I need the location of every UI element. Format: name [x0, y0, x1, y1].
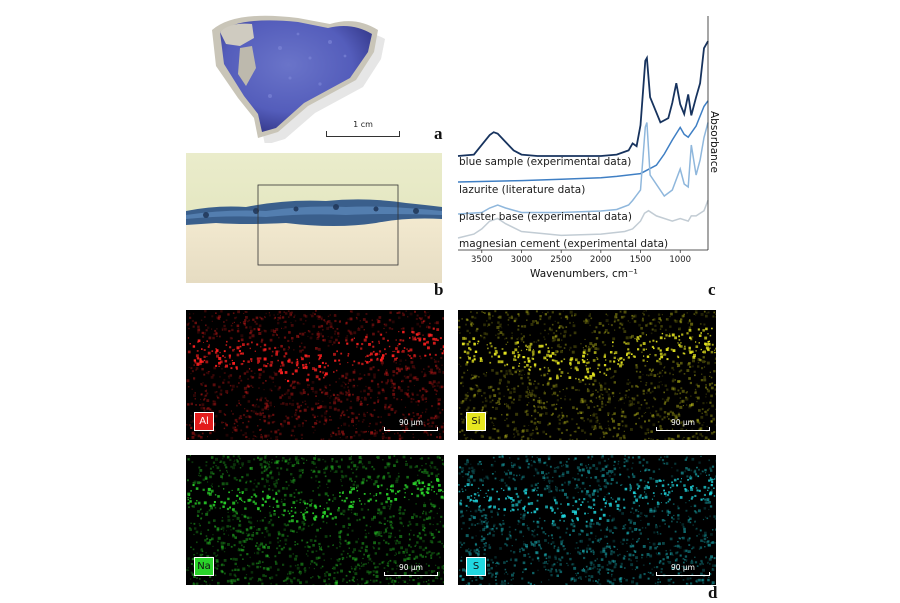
spectrum-label-blue-sample: blue sample (experimental data): [459, 156, 631, 168]
x-tick-label: 2000: [590, 255, 612, 265]
scale-label-s: 90 µm: [656, 563, 710, 572]
x-tick-label: 3000: [511, 255, 533, 265]
map-al: Al 90 µm: [186, 310, 444, 440]
scale-label-al: 90 µm: [384, 418, 438, 427]
panel-c-letter: c: [708, 280, 716, 300]
scale-bar-na: 90 µm: [384, 566, 438, 576]
spectrum-label-plaster-base: plaster base (experimental data): [459, 211, 632, 223]
x-axis-title: Wavenumbers, cm⁻¹: [530, 268, 638, 280]
spectrum-label-lazurite: lazurite (literature data): [459, 184, 585, 196]
scale-label-na: 90 µm: [384, 563, 438, 572]
scale-bar-si: 90 µm: [656, 421, 710, 431]
map-si: Si 90 µm: [458, 310, 716, 440]
x-tick-label: 3500: [471, 255, 493, 265]
y-axis-title: Absorbance: [708, 102, 720, 182]
panel-a: 1 cm: [180, 8, 450, 143]
spectrum-blue-sample: [458, 41, 708, 156]
panel-b: [186, 153, 442, 283]
spectrum-plaster-base: [458, 123, 708, 215]
map-s: S 90 µm: [458, 455, 716, 585]
element-badge-s: S: [466, 557, 486, 576]
panel-b-letter: b: [434, 280, 443, 300]
map-na: Na 90 µm: [186, 455, 444, 585]
x-tick-label: 1500: [630, 255, 652, 265]
x-tick-label: 2500: [550, 255, 572, 265]
cross-section-micrograph: [186, 153, 442, 283]
panel-a-letter: a: [434, 124, 443, 144]
scale-bar-a: 1 cm: [326, 127, 400, 137]
element-badge-al: Al: [194, 412, 214, 431]
scale-bar-al: 90 µm: [384, 421, 438, 431]
panel-c: 3500 3000 2500 2000 1500 1000 blue sample (ex…: [452, 6, 722, 298]
blue-fragment-photo: [180, 8, 450, 143]
element-badge-na: Na: [194, 557, 214, 576]
panel-d-letter: d: [708, 583, 717, 603]
scale-bar-s: 90 µm: [656, 566, 710, 576]
x-tick-label: 1000: [669, 255, 691, 265]
ftir-spectra-chart: 3500 3000 2500 2000 1500 1000: [452, 6, 722, 298]
scale-label-si: 90 µm: [656, 418, 710, 427]
spectrum-label-magnesian-cement: magnesian cement (experimental data): [459, 238, 668, 250]
element-badge-si: Si: [466, 412, 486, 431]
scale-bar-a-label: 1 cm: [326, 120, 400, 129]
